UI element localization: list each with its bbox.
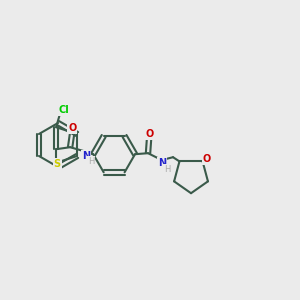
Text: N: N	[158, 158, 166, 168]
Text: H: H	[88, 157, 94, 166]
Text: O: O	[202, 154, 211, 164]
Text: O: O	[68, 123, 76, 133]
Text: H: H	[164, 165, 170, 174]
Text: O: O	[146, 129, 154, 139]
Text: N: N	[82, 151, 90, 161]
Text: S: S	[54, 159, 61, 169]
Text: Cl: Cl	[59, 105, 70, 115]
